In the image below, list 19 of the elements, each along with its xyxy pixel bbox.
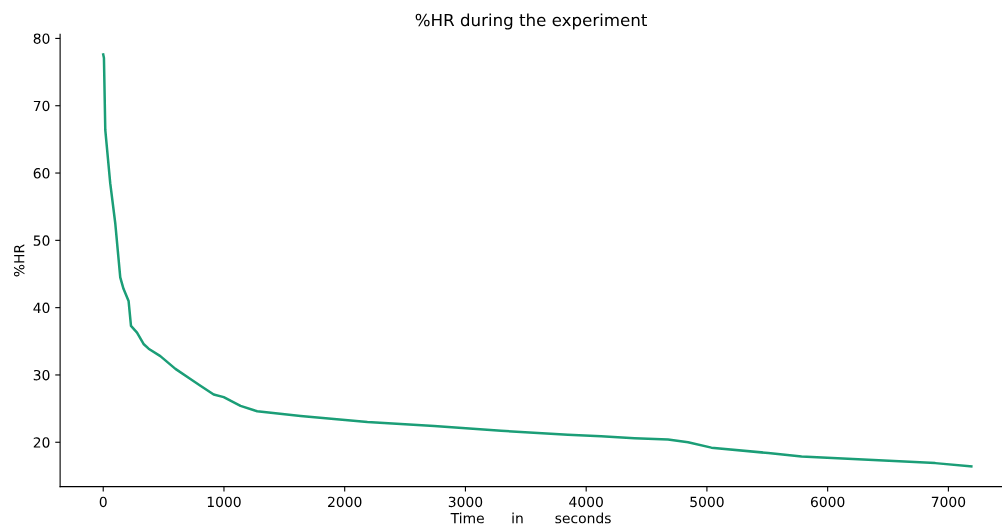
x-axis-title: Time in seconds [450,512,611,524]
y-tick-label: 30 [33,369,50,381]
y-tick-label: 20 [33,437,50,448]
y-tick-label: 60 [33,168,50,179]
x-tick-label: 7000 [931,496,966,508]
x-tick-label: 6000 [810,496,845,508]
x-tick-label: 1000 [207,496,241,508]
chart-title: %HR during the experiment [415,13,648,30]
x-tick-label: 3000 [448,496,483,508]
y-tick-label: 50 [33,235,50,246]
x-tick-label: 2000 [328,496,362,508]
x-tick-label: 0 [99,496,107,508]
y-tick-label: 70 [33,100,50,112]
y-tick-label: 40 [33,302,50,314]
x-tick-label: 4000 [569,496,603,508]
y-axis-title: %HR [13,244,25,277]
x-tick-label: 5000 [690,496,724,508]
y-tick-label: 80 [33,33,50,44]
line-series [101,53,973,468]
